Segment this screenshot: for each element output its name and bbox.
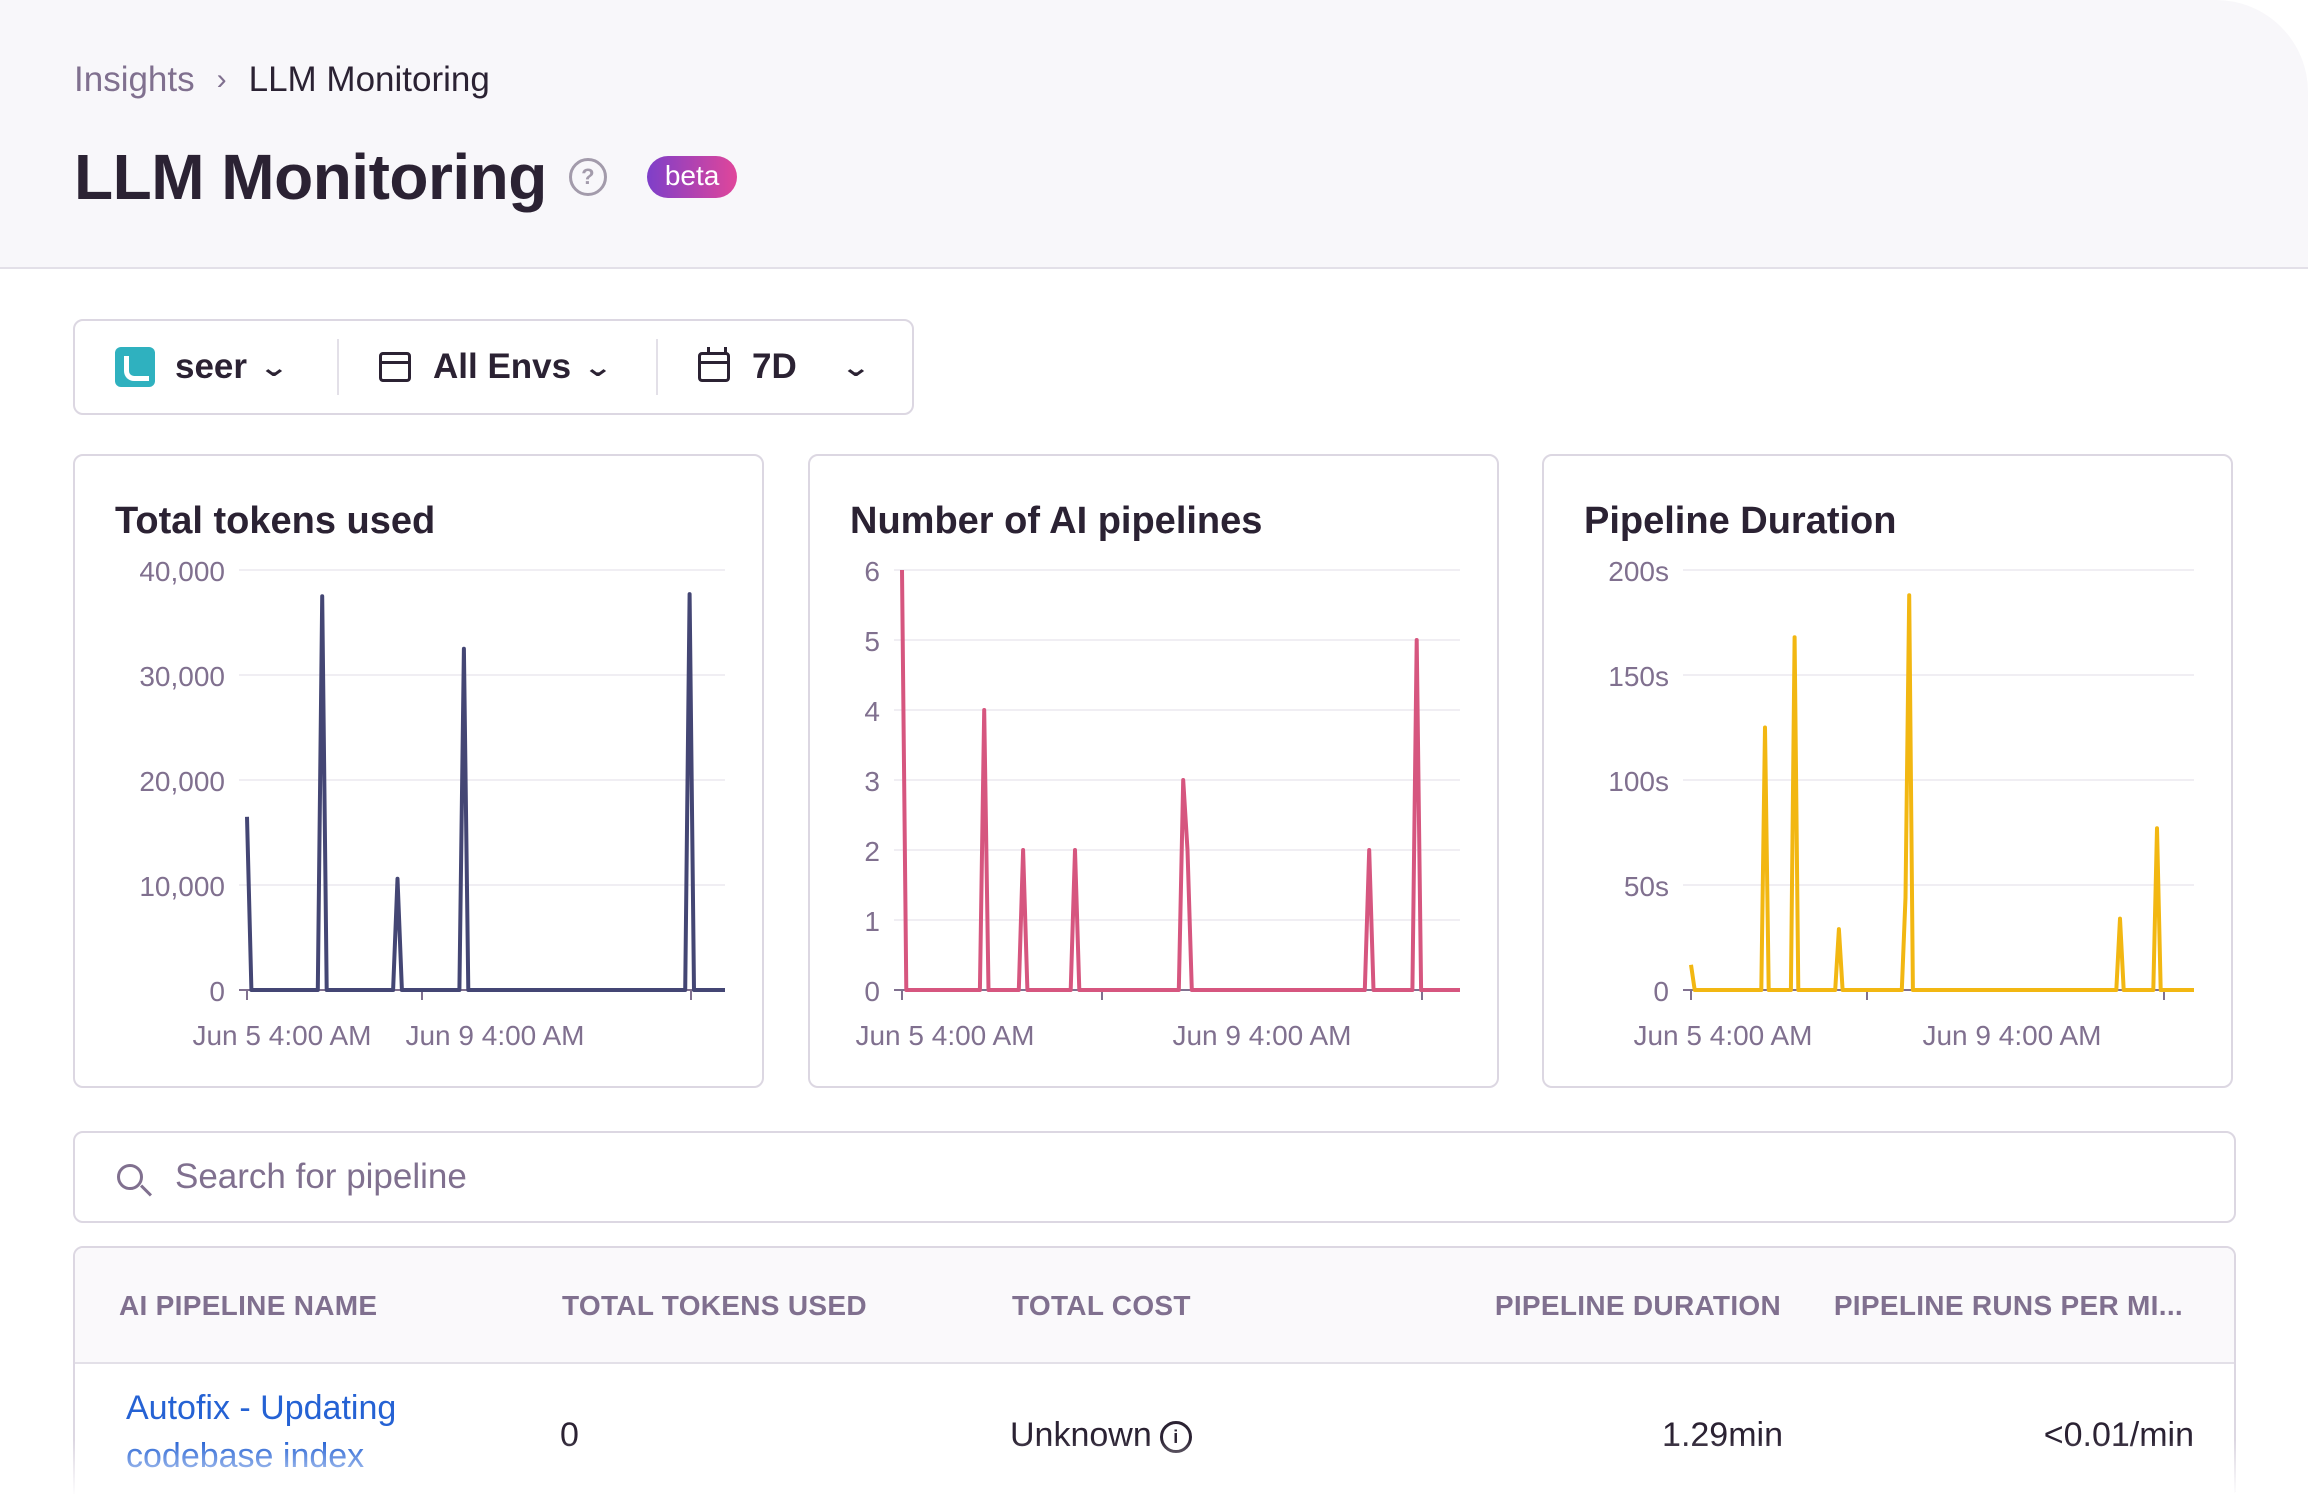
breadcrumb-insights-link[interactable]: Insights bbox=[74, 60, 195, 99]
project-icon bbox=[115, 347, 155, 387]
search-icon bbox=[117, 1164, 143, 1190]
pipelines-table: AI PIPELINE NAME TOTAL TOKENS USED TOTAL… bbox=[73, 1246, 2236, 1494]
title-row: LLM Monitoring ? beta bbox=[74, 140, 738, 214]
pipeline-name-link[interactable]: Autofix - Updating codebase index bbox=[126, 1389, 397, 1475]
x-tick-label: Jun 9 4:00 AM bbox=[405, 1020, 584, 1051]
y-tick-label: 150s bbox=[1608, 661, 1669, 692]
y-tick-label: 100s bbox=[1608, 766, 1669, 797]
chart-svg: 40,000 30,000 20,000 10,000 0 Jun 5 4:00 AM Ju… bbox=[139, 556, 725, 1051]
x-tick-label: Jun 5 4:00 AM bbox=[1633, 1020, 1812, 1051]
y-tick-label: 0 bbox=[209, 976, 225, 1007]
y-tick-label: 0 bbox=[864, 976, 880, 1007]
chart-title: Total tokens used bbox=[115, 500, 436, 542]
breadcrumb: Insights › LLM Monitoring bbox=[74, 60, 490, 100]
x-tick-label: Jun 5 4:00 AM bbox=[192, 1020, 371, 1051]
y-tick-label: 20,000 bbox=[139, 766, 225, 797]
tokens-cell: 0 bbox=[560, 1416, 579, 1454]
cost-value: Unknown bbox=[1010, 1416, 1152, 1454]
chevron-down-icon: ⌄ bbox=[582, 351, 614, 382]
y-tick-label: 4 bbox=[864, 696, 880, 727]
y-tick-label: 3 bbox=[864, 766, 880, 797]
page-header: Insights › LLM Monitoring LLM Monitoring… bbox=[0, 0, 2308, 269]
y-tick-label: 200s bbox=[1608, 556, 1669, 587]
project-selector-label: seer bbox=[175, 347, 248, 386]
x-tick-label: Jun 9 4:00 AM bbox=[1172, 1020, 1351, 1051]
page-title: LLM Monitoring bbox=[74, 141, 547, 213]
y-tick-label: 0 bbox=[1653, 976, 1669, 1007]
y-tick-label: 30,000 bbox=[139, 661, 225, 692]
environment-selector-label: All Envs bbox=[433, 347, 572, 386]
beta-badge: beta bbox=[646, 156, 738, 198]
y-tick-label: 1 bbox=[864, 906, 880, 937]
chevron-down-icon: ⌄ bbox=[258, 351, 290, 382]
filter-divider bbox=[656, 339, 658, 395]
pipeline-search bbox=[73, 1131, 2236, 1223]
y-tick-label: 10,000 bbox=[139, 871, 225, 902]
search-input[interactable] bbox=[173, 1156, 1977, 1198]
environment-selector[interactable]: All Envs ⌄ bbox=[339, 321, 656, 413]
chart-card-total-tokens: Total tokens used 40,000 30,000 20,000 10,0… bbox=[73, 454, 764, 1088]
question-circle-icon[interactable]: ? bbox=[568, 158, 607, 196]
column-header-duration[interactable]: PIPELINE DURATION bbox=[1494, 1290, 1781, 1321]
chart-title: Pipeline Duration bbox=[1584, 500, 1897, 542]
series-line bbox=[1689, 593, 2194, 992]
y-tick-label: 5 bbox=[864, 626, 880, 657]
cost-cell: Unknown i bbox=[1010, 1416, 1192, 1455]
project-selector[interactable]: seer ⌄ bbox=[75, 321, 337, 413]
x-tick-label: Jun 5 4:00 AM bbox=[855, 1020, 1034, 1051]
column-header-cost[interactable]: TOTAL COST bbox=[1012, 1290, 1191, 1321]
chart-svg: 200s 150s 100s 50s 0 Jun 5 4:00 AM Jun 9 4:00 … bbox=[1608, 556, 2194, 1051]
column-header-name[interactable]: AI PIPELINE NAME bbox=[119, 1290, 378, 1321]
page-filter-bar: seer ⌄ All Envs ⌄ 7D ⌄ bbox=[73, 319, 914, 415]
chart-title: Number of AI pipelines bbox=[850, 500, 1263, 542]
breadcrumb-current: LLM Monitoring bbox=[248, 60, 490, 99]
column-header-tokens[interactable]: TOTAL TOKENS USED bbox=[562, 1290, 867, 1321]
table-header: AI PIPELINE NAME TOTAL TOKENS USED TOTAL… bbox=[75, 1248, 2234, 1364]
series-line bbox=[900, 569, 1460, 992]
y-tick-label: 6 bbox=[864, 556, 880, 587]
series-line bbox=[245, 592, 725, 992]
table-row: Autofix - Updating codebase index 0 Unkn… bbox=[75, 1364, 2234, 1494]
y-tick-label: 40,000 bbox=[139, 556, 225, 587]
date-range-label: 7D bbox=[752, 347, 797, 386]
runs-per-minute-cell: <0.01/min bbox=[2043, 1416, 2194, 1454]
duration-cell: 1.29min bbox=[1662, 1416, 1783, 1454]
filter-divider bbox=[337, 339, 339, 395]
y-tick-label: 50s bbox=[1624, 871, 1669, 902]
info-icon[interactable]: i bbox=[1159, 1421, 1192, 1453]
chevron-right-icon: › bbox=[216, 63, 227, 96]
calendar-icon bbox=[698, 347, 730, 382]
column-header-runs[interactable]: PIPELINE RUNS PER MI... bbox=[1833, 1290, 2183, 1321]
chart-card-pipeline-duration: Pipeline Duration 200s 150s 100s 50s 0 Jun 5 … bbox=[1542, 454, 2233, 1088]
chevron-down-icon: ⌄ bbox=[840, 351, 871, 382]
x-tick-label: Jun 9 4:00 AM bbox=[1922, 1020, 2101, 1051]
window-icon bbox=[379, 352, 411, 382]
chart-svg: 6 5 4 3 2 1 0 Jun 5 4:00 AM Jun 9 4:00 AM bbox=[855, 556, 1460, 1051]
y-tick-label: 2 bbox=[864, 836, 880, 867]
date-range-selector[interactable]: 7D ⌄ bbox=[658, 321, 908, 413]
chart-card-ai-pipelines: Number of AI pipelines 6 5 4 3 2 1 0 Jun 5 4:00… bbox=[808, 454, 1499, 1088]
